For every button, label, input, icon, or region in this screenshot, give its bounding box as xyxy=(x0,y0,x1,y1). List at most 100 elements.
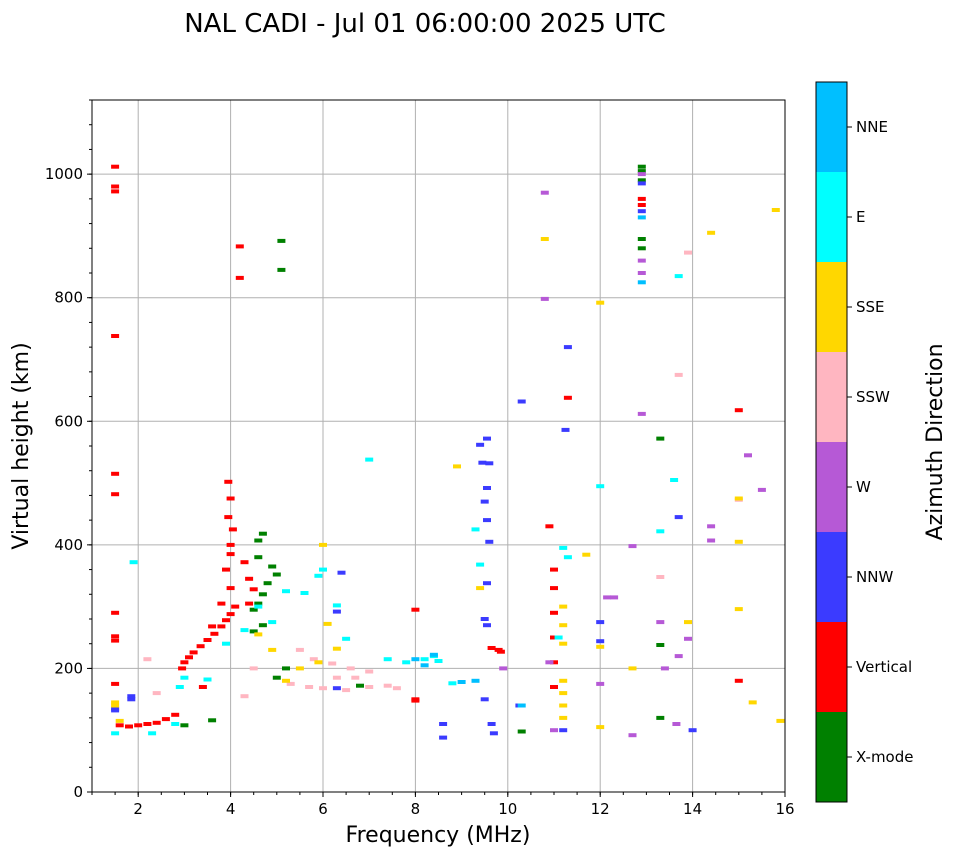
data-point-ssw xyxy=(342,688,351,693)
data-point-x-mode xyxy=(254,601,263,606)
data-point-sse xyxy=(111,700,120,705)
data-point-vertical xyxy=(217,624,226,629)
data-point-vertical xyxy=(226,542,235,547)
data-point-vertical xyxy=(111,492,120,497)
data-point-e xyxy=(240,628,249,633)
data-point-nnw xyxy=(476,442,485,447)
data-point-nne xyxy=(420,663,429,668)
data-point-sse xyxy=(295,666,304,671)
data-point-x-mode xyxy=(263,581,272,586)
data-point-ssw xyxy=(143,657,152,662)
data-point-ssw xyxy=(365,669,374,674)
data-point-x-mode xyxy=(254,538,263,543)
data-point-vertical xyxy=(134,723,143,728)
data-point-nnw xyxy=(674,515,683,520)
data-point-w xyxy=(707,524,716,529)
data-point-e xyxy=(563,555,572,560)
data-point-nne xyxy=(471,678,480,683)
data-point-vertical xyxy=(249,587,258,592)
data-point-w xyxy=(656,620,665,625)
data-point-sse xyxy=(628,666,637,671)
data-point-sse xyxy=(559,691,568,696)
colorbar-segment xyxy=(816,352,847,442)
data-point-vertical xyxy=(208,624,217,629)
data-point-e xyxy=(471,527,480,532)
data-point-w xyxy=(540,296,549,301)
data-point-nnw xyxy=(332,609,341,614)
axes: 2 4 6 8 10 12 14 16 0 200 400 600 800 1000 xyxy=(45,99,795,818)
y-tick-label: 600 xyxy=(54,412,83,430)
data-marks xyxy=(111,164,785,740)
data-point-vertical xyxy=(245,576,254,581)
data-point-nnw xyxy=(439,735,448,740)
data-point-ssw xyxy=(656,575,665,579)
data-point-nnw xyxy=(483,623,491,628)
data-point-x-mode xyxy=(656,715,665,720)
data-point-e xyxy=(203,677,212,682)
data-point-sse xyxy=(734,607,743,612)
data-point-e xyxy=(596,484,605,489)
data-point-sse xyxy=(596,300,605,305)
data-point-x-mode xyxy=(258,531,267,536)
data-point-sse xyxy=(559,715,568,720)
data-point-sse xyxy=(707,230,716,235)
data-point-vertical xyxy=(152,720,161,725)
data-point-x-mode xyxy=(282,666,290,671)
data-point-e xyxy=(365,457,374,462)
y-tick-label: 1000 xyxy=(45,165,83,183)
data-point-sse xyxy=(559,703,568,708)
data-point-nnw xyxy=(483,436,491,441)
data-point-ssw xyxy=(305,685,314,689)
data-point-x-mode xyxy=(517,729,526,734)
data-point-sse xyxy=(314,660,323,665)
x-tick-label: 6 xyxy=(318,800,328,818)
data-point-sse xyxy=(268,647,277,652)
data-point-nnw xyxy=(337,570,346,575)
data-point-nne xyxy=(457,680,466,684)
data-point-nnw xyxy=(127,694,136,699)
data-point-nnw xyxy=(480,697,489,702)
data-point-nnw xyxy=(559,728,568,733)
colorbar-tick-label: NNE xyxy=(856,118,888,136)
data-point-nnw xyxy=(483,581,491,586)
data-point-w xyxy=(674,654,683,659)
data-point-vertical xyxy=(161,717,170,722)
data-point-w xyxy=(637,258,646,263)
data-point-sse xyxy=(323,621,332,626)
chart-title: NAL CADI - Jul 01 06:00:00 2025 UTC xyxy=(184,9,666,39)
data-point-e xyxy=(254,604,263,609)
data-point-vertical xyxy=(734,408,743,413)
data-point-e xyxy=(319,567,327,572)
x-tick-label: 4 xyxy=(226,800,236,818)
data-point-vertical xyxy=(111,610,120,615)
data-point-vertical xyxy=(115,723,124,728)
data-point-ssw xyxy=(240,694,249,699)
data-point-sse xyxy=(319,542,327,547)
data-point-vertical xyxy=(111,681,120,686)
data-point-x-mode xyxy=(249,607,258,612)
data-point-w xyxy=(757,487,766,492)
data-point-ssw xyxy=(365,685,374,689)
data-point-e xyxy=(559,545,568,550)
data-point-w xyxy=(603,595,612,600)
data-point-vertical xyxy=(111,634,120,639)
data-point-e xyxy=(402,660,411,665)
data-point-e xyxy=(171,722,180,726)
data-point-vertical xyxy=(550,610,558,615)
colorbar-segment xyxy=(816,172,847,262)
data-point-nnw xyxy=(332,686,341,691)
data-point-w xyxy=(637,271,646,275)
data-point-x-mode xyxy=(249,629,258,634)
data-point-sse xyxy=(540,237,549,241)
data-point-e xyxy=(175,685,184,689)
data-point-sse xyxy=(582,552,591,557)
colorbar-segment xyxy=(816,532,847,622)
data-point-nnw xyxy=(637,181,646,186)
colorbar-label: Azimuth Direction xyxy=(923,343,948,540)
colorbar-segment xyxy=(816,82,847,172)
data-point-vertical xyxy=(217,601,226,606)
data-point-vertical xyxy=(563,395,572,400)
data-point-e xyxy=(332,603,341,608)
data-point-ssw xyxy=(249,666,258,671)
